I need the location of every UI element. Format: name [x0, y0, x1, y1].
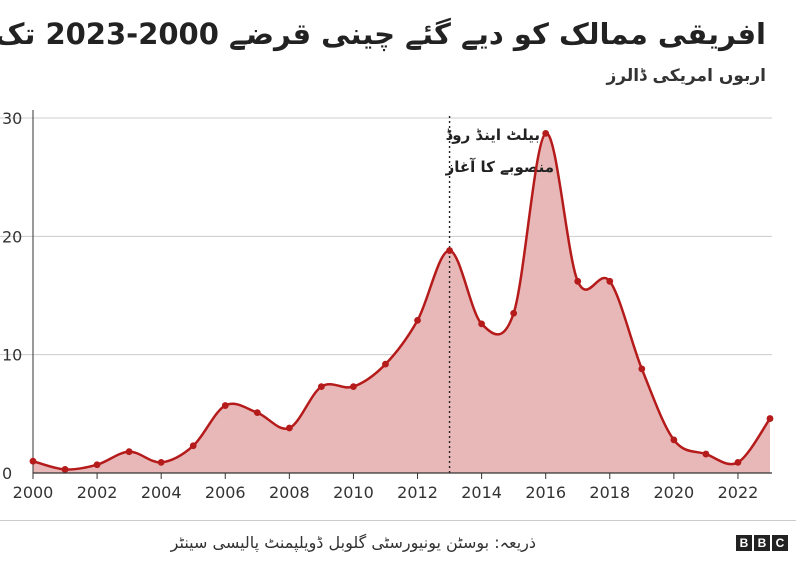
x-tick-label: 2010: [333, 483, 374, 502]
data-point: [317, 383, 325, 391]
bbc-logo-letter-1: B: [736, 535, 752, 551]
bbc-logo-letter-2: B: [754, 535, 770, 551]
data-point: [285, 424, 293, 432]
x-tick-label: 2018: [589, 483, 630, 502]
data-point: [574, 277, 582, 285]
area-fill: [33, 133, 770, 474]
x-tick-label: 2006: [205, 483, 246, 502]
data-point: [61, 466, 69, 473]
chart-title: افریقی ممالک کو دیے گئے چینی قرضے 2000-2…: [0, 17, 766, 51]
data-point: [702, 450, 710, 458]
bbc-logo-letter-3: C: [772, 535, 788, 551]
data-point: [382, 360, 389, 368]
data-point: [638, 365, 646, 373]
x-tick-label: 2008: [269, 483, 310, 502]
x-tick-label: 2022: [718, 483, 759, 502]
footer-divider: [0, 520, 796, 521]
x-tick-label: 2004: [141, 483, 182, 502]
chart-area: 0 10 20 30 بیلٹ اینڈ روڈ منصوبے کا آغاز 2000 20…: [0, 100, 796, 510]
x-tick-label: 2016: [525, 483, 566, 502]
y-tick-label: 0: [2, 464, 12, 483]
x-tick-label: 2002: [77, 483, 118, 502]
annotation-label-line1: بیلٹ اینڈ روڈ: [446, 126, 540, 144]
data-point: [542, 129, 550, 137]
data-point: [157, 458, 165, 466]
data-point: [29, 457, 37, 465]
bbc-logo: B B C: [736, 535, 788, 551]
x-tick-label: 2000: [13, 483, 54, 502]
source-note: ذریعہ: بوسٹن یونیورسٹی گلوبل ڈویلپمنٹ پا…: [170, 533, 536, 552]
data-point: [93, 461, 101, 469]
data-point: [446, 247, 453, 254]
data-point: [414, 316, 421, 324]
data-point: [510, 309, 518, 317]
y-tick-label: 30: [2, 109, 22, 128]
data-point: [606, 277, 614, 285]
x-tick-label: 2014: [461, 483, 502, 502]
x-tick-label: 2012: [397, 483, 438, 502]
data-point: [253, 409, 261, 417]
data-point: [478, 320, 486, 328]
area-chart: 0 10 20 30 بیلٹ اینڈ روڈ منصوبے کا آغاز 2000 20…: [0, 109, 774, 502]
data-point: [670, 436, 678, 444]
annotation-label-line2: منصوبے کا آغاز: [445, 158, 554, 176]
chart-subtitle: اربوں امریکی ڈالرز: [606, 66, 766, 86]
y-tick-label: 10: [2, 346, 22, 365]
x-tick-label: 2020: [654, 483, 695, 502]
data-point: [734, 458, 742, 466]
data-point: [221, 402, 229, 409]
data-point: [125, 448, 133, 456]
data-point: [350, 383, 357, 391]
data-point: [766, 415, 774, 422]
data-point: [189, 442, 197, 450]
y-tick-label: 20: [2, 227, 22, 246]
